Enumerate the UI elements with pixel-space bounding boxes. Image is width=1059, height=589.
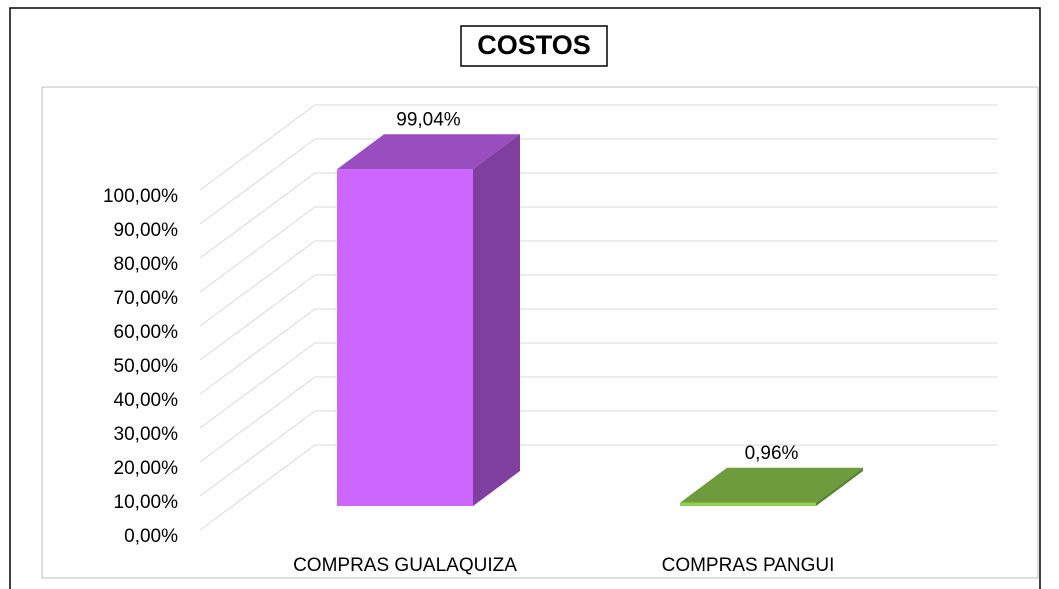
y-tick-label: 0,00% bbox=[124, 526, 178, 547]
grid-line-side bbox=[199, 410, 316, 497]
bar-side bbox=[816, 467, 863, 506]
grid-line-side bbox=[199, 240, 316, 327]
outer-frame bbox=[9, 7, 1041, 589]
y-tick-label: 20,00% bbox=[114, 458, 179, 479]
y-tick-label: 10,00% bbox=[114, 492, 179, 513]
value-label: 99,04% bbox=[396, 109, 461, 130]
grid-line-side bbox=[199, 308, 316, 395]
bar-front bbox=[337, 169, 473, 506]
y-tick-label: 100,00% bbox=[103, 186, 178, 207]
y-tick-label: 90,00% bbox=[114, 220, 179, 241]
grid-line-side bbox=[199, 342, 316, 429]
bar-side bbox=[473, 134, 520, 506]
chart-title: COSTOS bbox=[477, 30, 591, 60]
grid-line-side bbox=[199, 138, 316, 225]
grid-line-side bbox=[199, 206, 316, 293]
y-tick-label: 40,00% bbox=[114, 390, 179, 411]
grid-line-side bbox=[199, 376, 316, 463]
y-tick-label: 80,00% bbox=[114, 254, 179, 275]
y-tick-label: 70,00% bbox=[114, 288, 179, 309]
y-tick-label: 60,00% bbox=[114, 322, 179, 343]
bar-top bbox=[337, 134, 520, 170]
x-tick-label: COMPRAS PANGUI bbox=[662, 555, 835, 576]
bar-front bbox=[680, 502, 816, 506]
grid-line-side bbox=[199, 172, 316, 259]
y-tick-label: 30,00% bbox=[114, 424, 179, 445]
plot-frame bbox=[41, 86, 1039, 579]
grid-line-side bbox=[199, 104, 316, 191]
y-tick-label: 50,00% bbox=[114, 356, 179, 377]
grid-line-side bbox=[199, 274, 316, 361]
title-box bbox=[460, 25, 608, 67]
bar-top bbox=[680, 467, 863, 503]
value-label: 0,96% bbox=[745, 443, 799, 464]
grid-line-side bbox=[199, 444, 316, 531]
x-tick-label: COMPRAS GUALAQUIZA bbox=[293, 555, 517, 576]
